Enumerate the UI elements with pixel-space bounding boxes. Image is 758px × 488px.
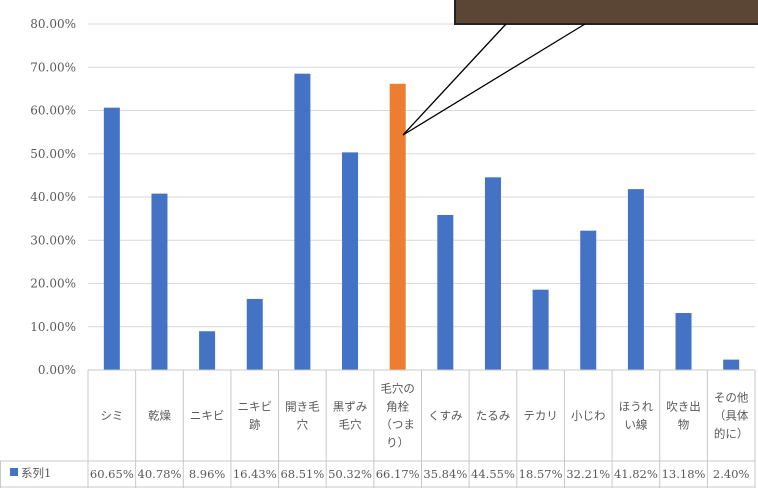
y-tick-label: 70.00%	[30, 60, 76, 74]
bar	[389, 83, 406, 370]
category-label: 角栓	[386, 400, 409, 414]
callout-line-left	[402, 23, 507, 136]
value-label: 13.18%	[662, 467, 706, 481]
bar	[532, 289, 549, 370]
category-label: 黒ずみ	[333, 400, 368, 414]
category-label: 穴	[297, 418, 309, 432]
category-label: 吹き出	[666, 400, 701, 414]
category-label: たるみ	[476, 409, 511, 423]
bar	[199, 331, 216, 370]
data-table: シミ 乾燥 ニキビニキビ跡 開き毛穴 黒ずみ毛穴 毛穴の角栓 （つまり） くすみ たるみ テカリ小…	[0, 369, 756, 488]
bar	[627, 189, 644, 370]
bar	[580, 230, 597, 370]
gridlines	[88, 23, 755, 371]
bar	[246, 298, 263, 370]
category-label: り）	[386, 436, 409, 450]
category-label: ニキビ	[190, 409, 225, 423]
y-tick-label: 0.00%	[38, 363, 76, 377]
category-label: 毛穴の	[380, 382, 415, 396]
category-label: 的に）	[714, 427, 749, 441]
value-label: 18.57%	[519, 467, 563, 481]
y-tick-label: 80.00%	[30, 17, 76, 31]
category-label: （具体	[714, 409, 749, 423]
category-label: （つま	[380, 418, 415, 432]
category-label: その他	[714, 391, 749, 405]
y-tick-label: 50.00%	[30, 147, 76, 161]
value-label: 60.65%	[90, 467, 134, 481]
category-label: い線	[624, 418, 647, 432]
value-label: 35.84%	[423, 467, 467, 481]
category-label: 小じわ	[571, 409, 606, 423]
value-label: 16.43%	[233, 467, 277, 481]
bar	[723, 359, 740, 370]
value-label: 8.96%	[189, 467, 226, 481]
value-label: 40.78%	[138, 467, 182, 481]
category-label: ほうれ	[619, 400, 654, 414]
category-label: 開き毛	[285, 400, 320, 414]
category-label: テカリ	[523, 409, 558, 423]
value-label: 41.82%	[614, 467, 658, 481]
callout-annotation	[402, 0, 758, 136]
y-tick-label: 30.00%	[30, 233, 76, 247]
category-label: 物	[678, 418, 690, 432]
legend-key	[10, 468, 18, 476]
value-label: 68.51%	[280, 467, 324, 481]
y-tick-label: 60.00%	[30, 104, 76, 118]
bar	[103, 107, 120, 370]
callout-photo	[454, 0, 758, 25]
bar	[342, 152, 359, 370]
value-label: 32.21%	[566, 467, 610, 481]
bar	[484, 177, 501, 370]
category-label: くすみ	[428, 409, 463, 423]
value-label: 50.32%	[328, 467, 372, 481]
value-label: 66.17%	[376, 467, 420, 481]
legend-series-name: 系列1	[21, 466, 51, 480]
category-label: 跡	[249, 418, 261, 432]
bars	[103, 73, 740, 371]
category-label: シミ	[100, 409, 123, 423]
category-label: ニキビ	[238, 400, 273, 414]
y-tick-label: 40.00%	[30, 190, 76, 204]
category-label: 毛穴	[339, 418, 362, 432]
value-label: 2.40%	[713, 467, 750, 481]
y-axis-ticks: 0.00% 10.00% 20.00% 30.00% 40.00% 50.00% 60.00…	[30, 17, 76, 377]
category-label: 乾燥	[148, 409, 171, 423]
bar	[151, 193, 168, 370]
bar	[437, 214, 454, 370]
callout-line-right	[402, 23, 586, 136]
bar	[675, 312, 692, 370]
y-tick-label: 20.00%	[30, 277, 76, 291]
y-tick-label: 10.00%	[30, 320, 76, 334]
value-label: 44.55%	[471, 467, 515, 481]
bar	[294, 73, 311, 371]
